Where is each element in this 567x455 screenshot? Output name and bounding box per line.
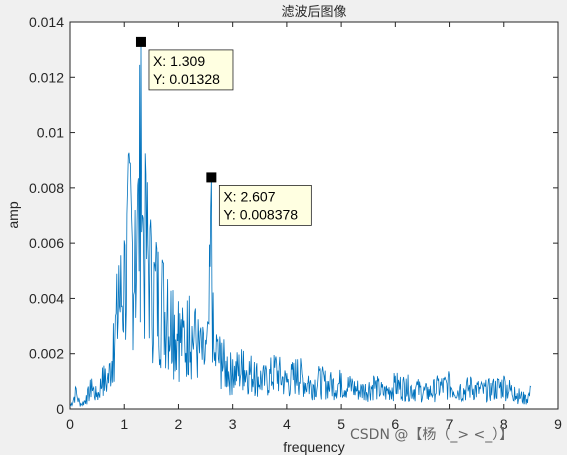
x-tick-label: 7 (446, 416, 454, 432)
datatip-y-text: Y: 0.01328 (153, 71, 220, 87)
x-tick-label: 5 (337, 416, 345, 432)
x-tick-label: 3 (229, 416, 237, 432)
axis-ticks: 0 1 2 3 4 5 6 7 8 9 0 0.002 0.004 0.006 0.008 0.01 0.012… (29, 14, 562, 432)
datatips-layer: X: 1.309 Y: 0.01328 X: 2.607 Y: 0.008378 (135, 36, 312, 226)
watermark: CSDN @【杨（_> <_）】 (350, 427, 514, 443)
x-tick-label: 8 (500, 416, 508, 432)
x-tick-label: 2 (175, 416, 183, 432)
datatip-box[interactable] (148, 49, 234, 91)
datatip-marker[interactable] (206, 172, 217, 183)
y-tick-label: 0.012 (29, 69, 64, 85)
y-tick-label: 0.014 (29, 14, 64, 30)
y-tick-label: 0.006 (29, 235, 64, 251)
y-tick-label: 0.008 (29, 180, 64, 196)
x-tick-label: 1 (120, 416, 128, 432)
datatip-x-text: X: 2.607 (223, 188, 275, 204)
y-tick-label: 0.004 (29, 290, 64, 306)
y-axis-label: amp (5, 201, 21, 228)
x-tick-label: 9 (554, 416, 562, 432)
y-tick-label: 0.002 (29, 346, 64, 362)
series-layer (69, 41, 532, 407)
datatip-y-text: Y: 0.008378 (223, 206, 298, 222)
chart-title: 滤波后图像 (281, 5, 346, 20)
datatip-marker[interactable] (135, 36, 146, 47)
plot-area (69, 21, 559, 410)
x-axis-label: frequency (283, 439, 344, 455)
y-tick-label: 0.01 (37, 125, 64, 141)
x-tick-label: 4 (283, 416, 291, 432)
y-tick-label: 0 (56, 401, 64, 417)
x-tick-label: 6 (391, 416, 399, 432)
x-tick-label: 0 (66, 416, 74, 432)
series-line (69, 41, 532, 407)
datatip-box[interactable] (218, 185, 312, 226)
datatip-x-text: X: 1.309 (153, 53, 205, 69)
